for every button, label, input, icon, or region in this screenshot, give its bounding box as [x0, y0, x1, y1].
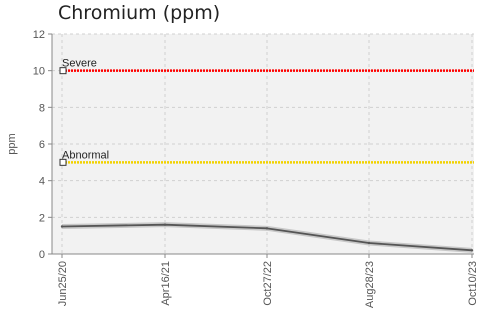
y-tick-label: 12	[33, 29, 45, 41]
data-point	[470, 249, 474, 252]
y-tick-label: 4	[39, 176, 45, 188]
x-tick-label: Apr16/21	[160, 261, 172, 306]
x-tick-label: Aug28/23	[364, 261, 376, 308]
series	[60, 222, 474, 253]
data-point	[367, 241, 371, 245]
y-axis-label: ppm	[6, 133, 18, 154]
y-tick-label: 2	[39, 212, 45, 224]
y-tick-label: 0	[39, 249, 45, 261]
reference-marker	[59, 158, 67, 166]
chart-title: Chromium (ppm)	[58, 2, 221, 24]
y-tick-label: 6	[39, 139, 45, 151]
data-point	[163, 223, 167, 226]
axes	[48, 33, 474, 258]
reference-label-abnormal: Abnormal	[62, 149, 109, 161]
reference-lines	[59, 67, 474, 166]
data-point	[265, 227, 269, 230]
reference-label-severe: Severe	[62, 58, 97, 70]
y-tick-label: 10	[33, 66, 45, 78]
x-tick-label: Oct27/22	[262, 261, 274, 306]
x-tick-label: Oct10/23	[467, 261, 479, 306]
reference-marker	[59, 67, 67, 75]
data-point	[60, 225, 64, 228]
y-tick-label: 8	[39, 102, 45, 114]
x-tick-label: Jun25/20	[57, 261, 69, 306]
labels: 0 2 4 6 8 10 12 Jun25/20 Apr16/21 Oct27/22 Aug28/2…	[33, 29, 479, 308]
